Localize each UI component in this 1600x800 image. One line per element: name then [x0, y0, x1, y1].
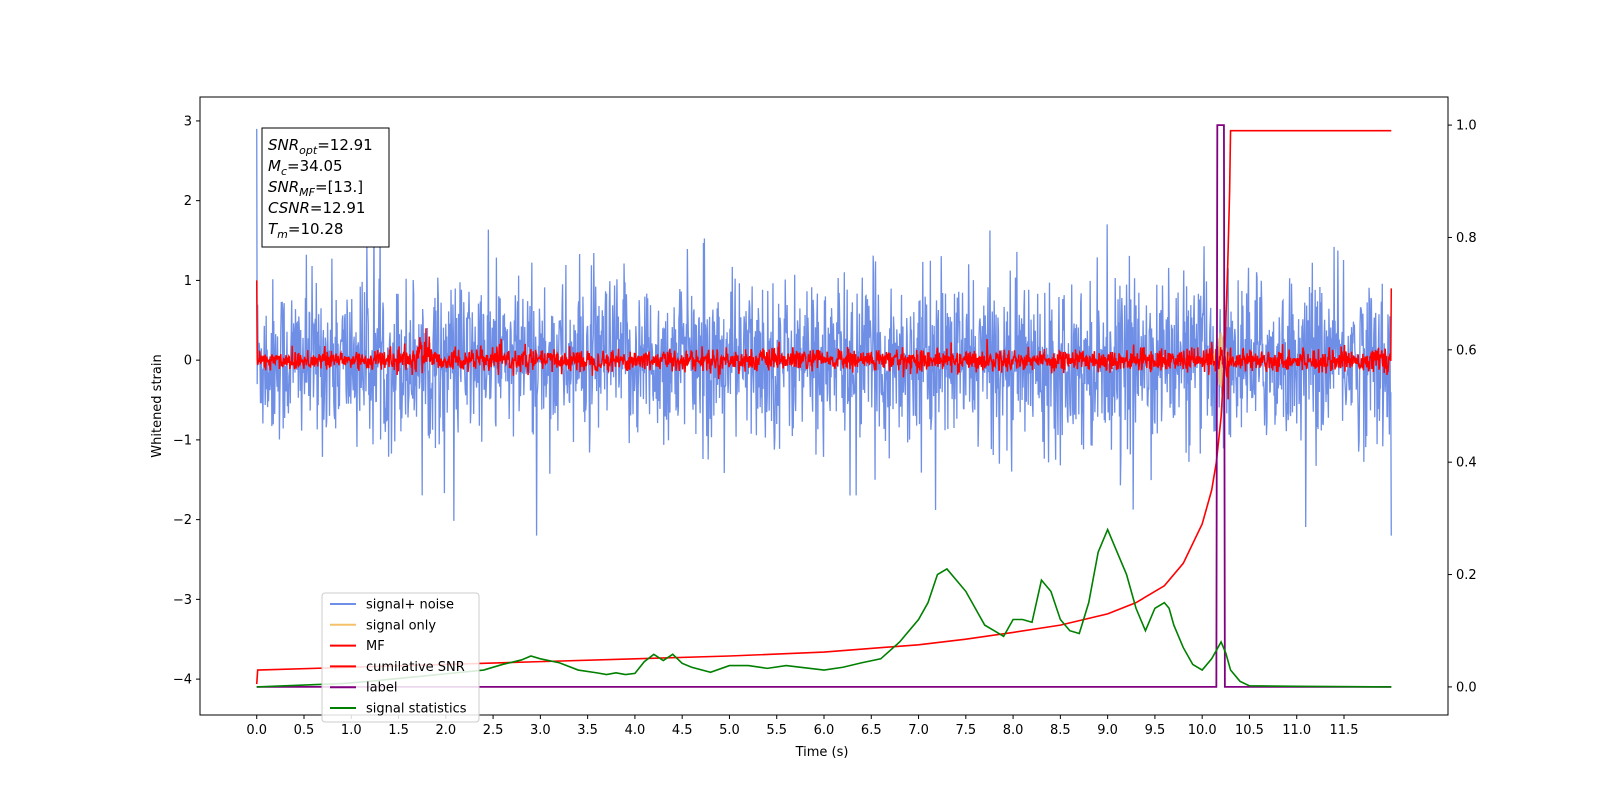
x-tick-label: 6.0 [814, 723, 835, 738]
info-box-line: Tm=10.28 [268, 220, 343, 241]
legend-entry: signal only [366, 618, 436, 633]
x-tick-label: 5.0 [719, 723, 740, 738]
y-tick-label: 3 [184, 114, 192, 129]
x-axis-label: Time (s) [795, 745, 849, 760]
x-tick-label: 10.5 [1235, 723, 1264, 738]
x-tick-label: 2.5 [483, 723, 504, 738]
series-signal-noise [256, 128, 1392, 536]
y-tick-label: −2 [173, 513, 192, 528]
x-tick-label: 7.0 [908, 723, 929, 738]
x-tick-label: 5.5 [766, 723, 787, 738]
y-tick-label: −3 [173, 593, 192, 608]
x-tick-label: 0.0 [246, 723, 267, 738]
x-tick-label: 0.5 [294, 723, 315, 738]
legend-entry: signal statistics [366, 702, 467, 717]
info-box-line: SNRopt=12.91 [268, 136, 373, 157]
y-axis-label: Whitened strain [150, 354, 165, 457]
x-tick-label: 6.5 [861, 723, 882, 738]
legend: signal+ noise signal only MF cumilative SNR… [321, 592, 480, 723]
x-axis: 0.0 0.5 1.0 1.5 2.0 2.5 3.0 3.5 4.0 4.5 5.0 5.5 6.0 6… [246, 715, 1358, 738]
y-tick-label: −1 [173, 433, 192, 448]
x-tick-label: 3.0 [530, 723, 551, 738]
legend-entry: cumilative SNR [366, 660, 465, 675]
info-box-line: Mc=34.05 [268, 157, 343, 178]
x-tick-label: 9.0 [1097, 723, 1118, 738]
series-signal-statistics [256, 527, 1392, 688]
y-tick-label: 0 [184, 354, 192, 369]
y-tick-label: −4 [173, 673, 192, 688]
x-tick-label: 4.5 [672, 723, 693, 738]
y2-tick-label: 0.8 [1456, 231, 1477, 246]
y2-tick-label: 0.2 [1456, 568, 1477, 583]
legend-entry: label [366, 681, 397, 696]
x-tick-label: 1.5 [388, 723, 409, 738]
x-tick-label: 7.5 [955, 723, 976, 738]
series-mf [255, 280, 1393, 400]
x-tick-label: 8.5 [1050, 723, 1071, 738]
info-box-line: SNRMF=[13.] [268, 178, 363, 199]
x-tick-label: 10.0 [1188, 723, 1217, 738]
x-tick-label: 9.5 [1145, 723, 1166, 738]
y-tick-label: 1 [184, 274, 192, 289]
x-tick-label: 4.0 [625, 723, 646, 738]
y2-tick-label: 0.0 [1456, 680, 1477, 695]
x-tick-label: 1.0 [341, 723, 362, 738]
x-tick-label: 3.5 [577, 723, 598, 738]
x-tick-label: 8.0 [1003, 723, 1024, 738]
y-tick-label: 2 [184, 194, 192, 209]
plot-area [255, 124, 1393, 688]
info-box: SNRopt=12.91Mc=34.05SNRMF=[13.]CSNR=12.9… [261, 127, 390, 248]
y2-tick-label: 0.4 [1456, 456, 1477, 471]
legend-entry: signal+ noise [366, 598, 454, 613]
legend-entry: MF [366, 639, 385, 654]
x-tick-label: 2.0 [435, 723, 456, 738]
series-label [256, 124, 1392, 688]
info-box-line: CSNR=12.91 [268, 199, 365, 217]
x-tick-label: 11.5 [1330, 723, 1359, 738]
y2-tick-label: 1.0 [1456, 119, 1477, 134]
y2-tick-label: 0.6 [1456, 343, 1477, 358]
x-tick-label: 11.0 [1282, 723, 1311, 738]
y-axis-right: 1.0 0.8 0.6 0.4 0.2 0.0 [1448, 119, 1477, 695]
y-axis-left: 3 2 1 0 −1 −2 −3 −4 [173, 114, 200, 688]
